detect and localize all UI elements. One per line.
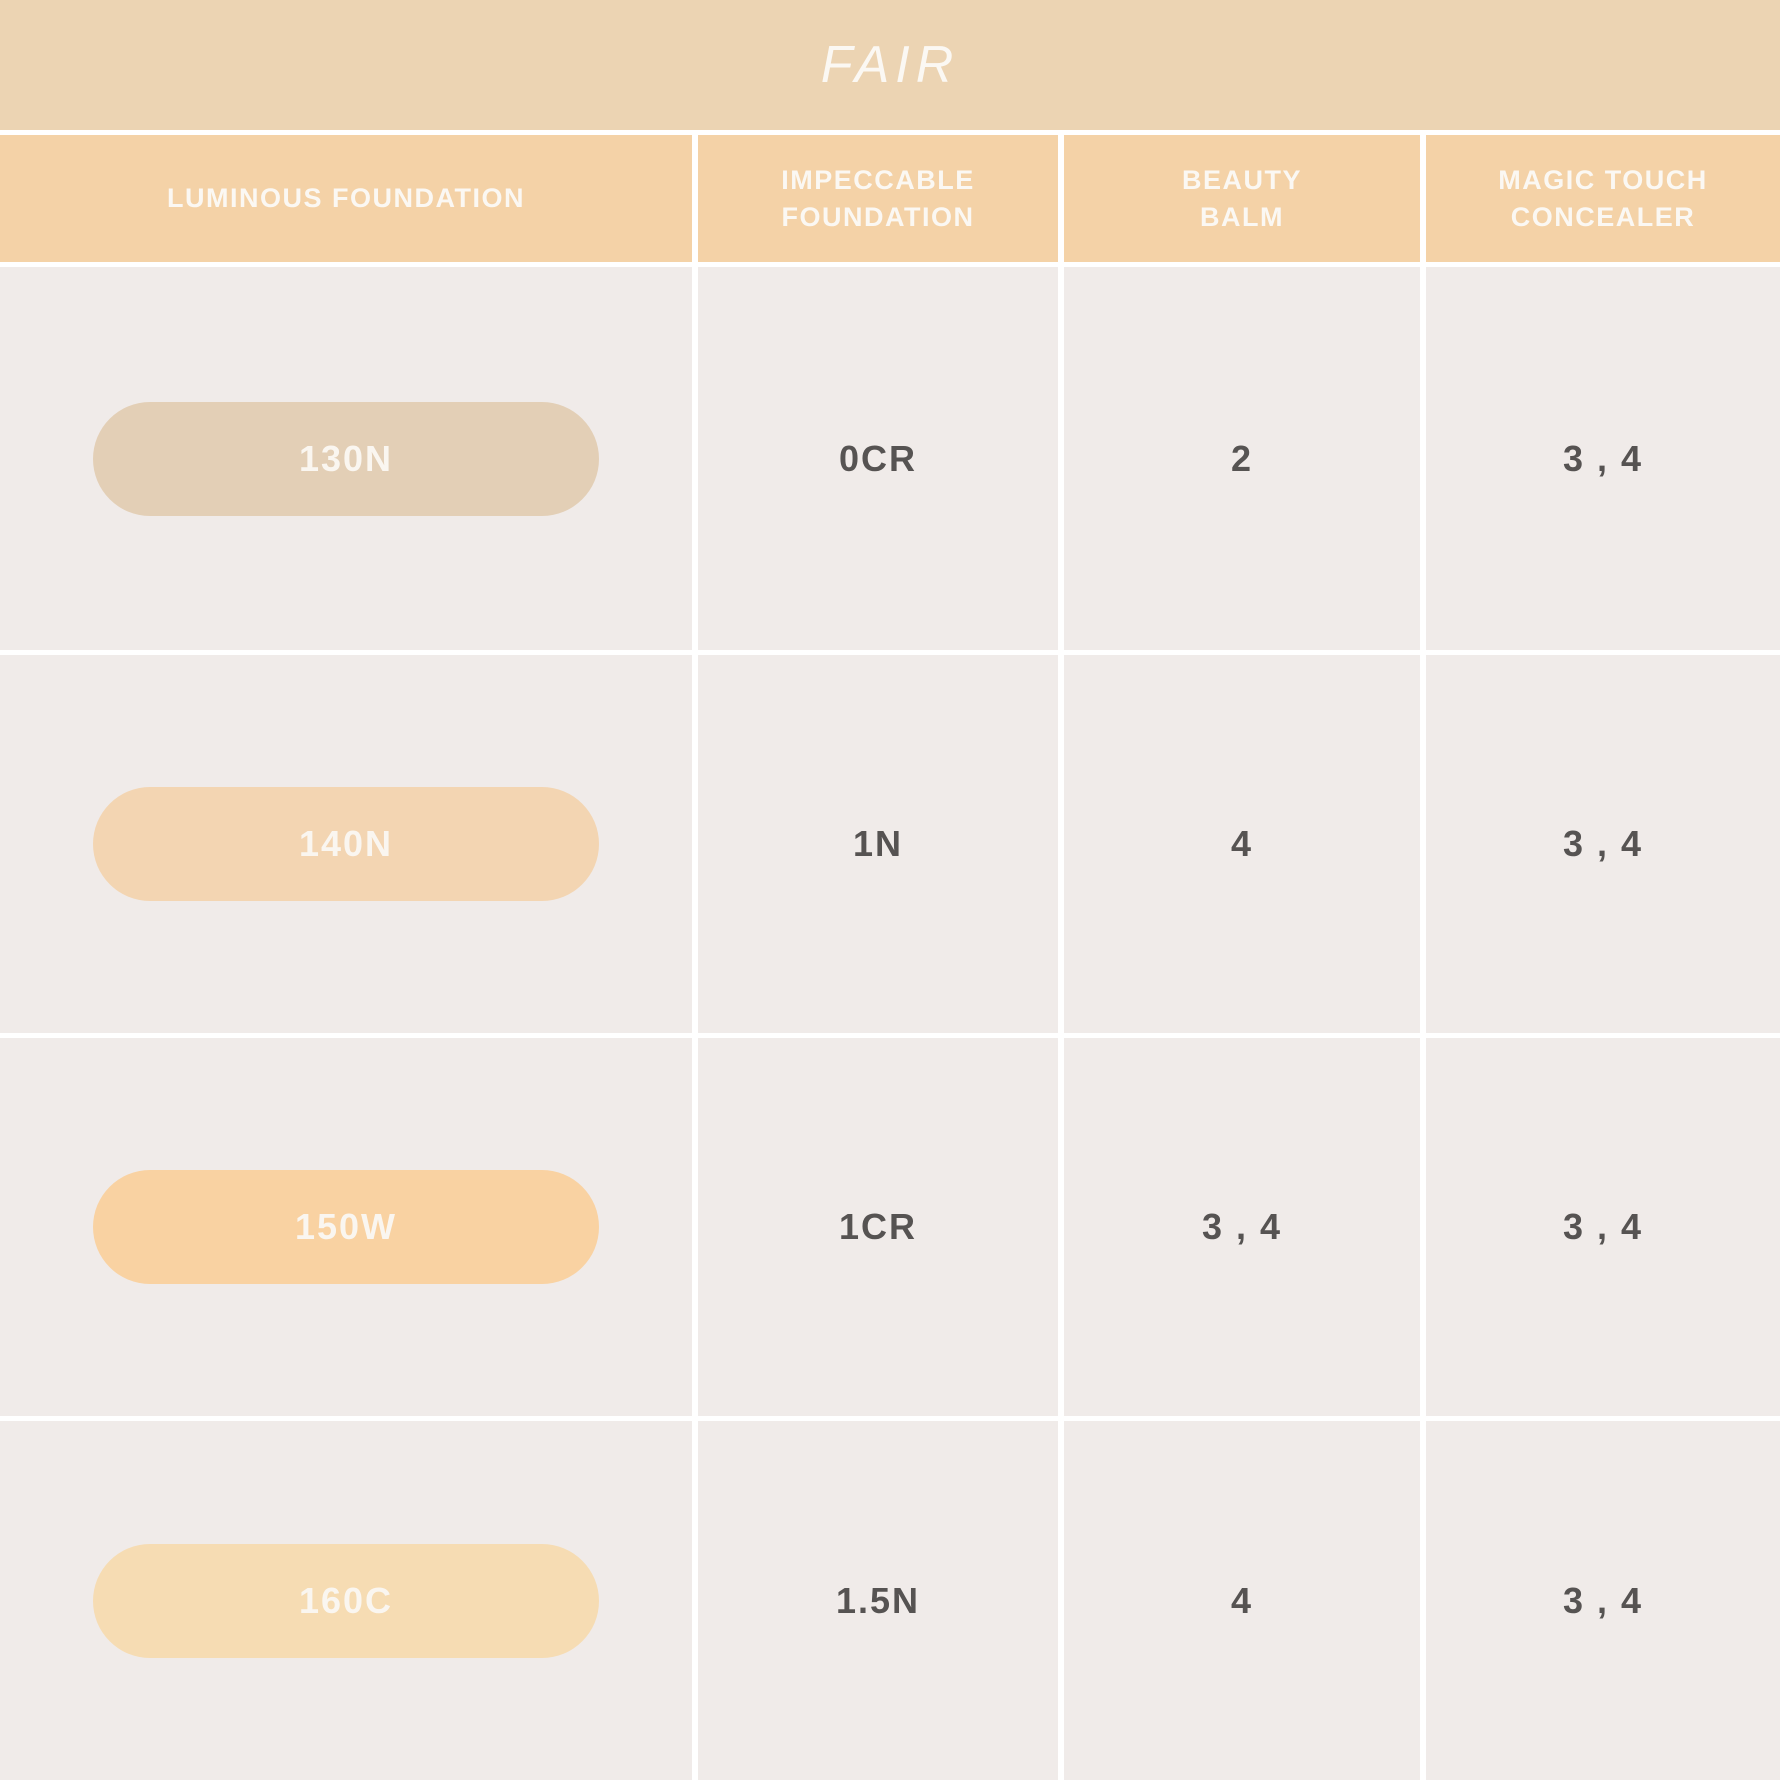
table-row-2-swatch-cell: 140N [0, 655, 692, 1033]
shade-swatch: 140N [93, 787, 599, 901]
column-header-beauty-balm: BEAUTY BALM [1064, 135, 1420, 262]
table-row-4-swatch-cell: 160C [0, 1421, 692, 1780]
table-cell: 3 , 4 [1426, 267, 1780, 650]
match-value: 3 , 4 [1562, 1579, 1644, 1621]
table-cell: 3 , 4 [1064, 1038, 1420, 1416]
column-header-label: FOUNDATION [781, 201, 975, 232]
table-row-3-swatch-cell: 150W [0, 1038, 692, 1416]
column-header-magic-touch-concealer: MAGIC TOUCH CONCEALER [1426, 135, 1780, 262]
match-value: 3 , 4 [1562, 823, 1644, 864]
shade-swatch: 130N [93, 401, 599, 516]
table-cell: 3 , 4 [1426, 655, 1780, 1033]
match-value: 3 , 4 [1201, 1206, 1283, 1247]
table-cell: 1CR [698, 1038, 1058, 1416]
shade-swatch-label: 150W [294, 1206, 398, 1247]
table-cell: 2 [1064, 267, 1420, 650]
column-header-label: LUMINOUS FOUNDATION [167, 183, 525, 214]
column-header-label: BEAUTY [1181, 165, 1302, 196]
match-value: 4 [1230, 1579, 1254, 1621]
table-cell: 4 [1064, 655, 1420, 1033]
shade-swatch-label: 140N [298, 823, 394, 864]
match-value: 2 [1230, 437, 1254, 479]
page-title: FAIR [820, 36, 960, 94]
match-value: 0CR [838, 437, 918, 479]
column-header-label: MAGIC TOUCH [1498, 165, 1708, 196]
shade-swatch: 160C [93, 1543, 599, 1658]
column-header-label: IMPECCABLE [781, 165, 975, 196]
table-cell: 1N [698, 655, 1058, 1033]
match-value: 3 , 4 [1562, 437, 1644, 479]
match-value: 3 , 4 [1562, 1206, 1644, 1247]
match-value: 1CR [838, 1206, 918, 1247]
table-cell: 0CR [698, 267, 1058, 650]
column-header-luminous-foundation: LUMINOUS FOUNDATION [0, 135, 692, 262]
shade-swatch-label: 130N [298, 437, 394, 479]
table-cell: 4 [1064, 1421, 1420, 1780]
column-header-impeccable-foundation: IMPECCABLE FOUNDATION [698, 135, 1058, 262]
table-cell: 3 , 4 [1426, 1421, 1780, 1780]
table-row-1-swatch-cell: 130N [0, 267, 692, 650]
match-value: 4 [1230, 823, 1254, 864]
category-banner: FAIR [0, 0, 1780, 130]
column-header-label: BALM [1200, 201, 1284, 232]
table-cell: 3 , 4 [1426, 1038, 1780, 1416]
match-value: 1.5N [835, 1579, 921, 1621]
shade-comparison-table: LUMINOUS FOUNDATION IMPECCABLE FOUNDATIO… [0, 135, 1780, 1780]
shade-swatch-label: 160C [298, 1579, 394, 1621]
table-cell: 1.5N [698, 1421, 1058, 1780]
column-header-label: CONCEALER [1510, 201, 1696, 232]
match-value: 1N [852, 823, 904, 864]
shade-swatch: 150W [93, 1170, 599, 1284]
